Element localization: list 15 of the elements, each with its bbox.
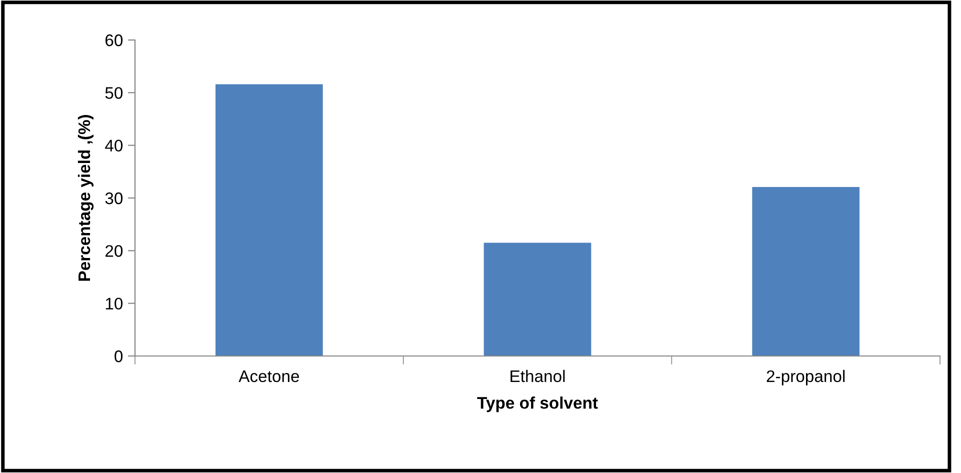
- bar: [216, 84, 323, 356]
- x-tick-label: Ethanol: [510, 370, 565, 382]
- x-tick-label: Acetone: [238, 370, 300, 382]
- bar: [484, 242, 592, 356]
- y-tick-label: 30: [105, 192, 123, 204]
- y-tick-label: 60: [106, 34, 123, 46]
- y-tick-label: 10: [106, 298, 123, 310]
- y-tick-label: 20: [105, 245, 123, 257]
- y-tick-label: 40: [105, 140, 123, 152]
- x-axis-title: Type of solvent: [477, 396, 598, 412]
- y-tick-label: 0: [114, 350, 123, 362]
- x-tick-label: 2-propanol: [766, 370, 845, 386]
- bar: [752, 186, 860, 356]
- y-tick-label: 50: [105, 87, 123, 99]
- y-axis-title: Percentage yield ,(%): [78, 115, 94, 281]
